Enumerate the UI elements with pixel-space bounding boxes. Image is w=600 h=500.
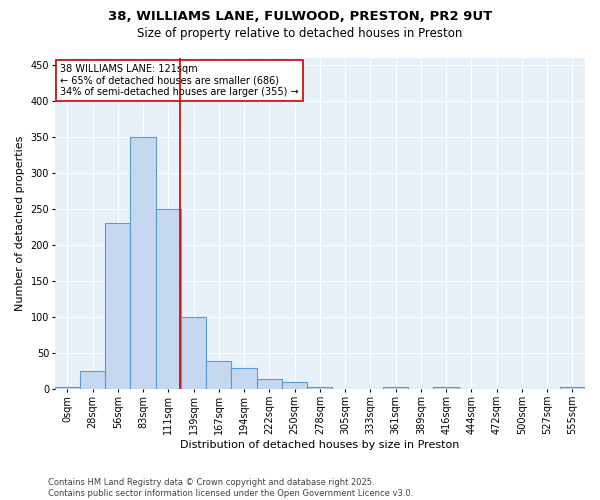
Y-axis label: Number of detached properties: Number of detached properties	[15, 136, 25, 311]
Bar	[433, 387, 459, 390]
Text: Size of property relative to detached houses in Preston: Size of property relative to detached ho…	[137, 28, 463, 40]
Bar	[130, 137, 156, 390]
Bar	[55, 387, 80, 390]
Bar	[257, 378, 282, 390]
Bar	[181, 317, 206, 390]
Bar	[307, 386, 332, 390]
Bar	[232, 368, 257, 390]
Bar	[156, 209, 181, 390]
X-axis label: Distribution of detached houses by size in Preston: Distribution of detached houses by size …	[180, 440, 460, 450]
Bar	[80, 372, 105, 390]
Bar	[206, 360, 232, 390]
Text: Contains HM Land Registry data © Crown copyright and database right 2025.
Contai: Contains HM Land Registry data © Crown c…	[48, 478, 413, 498]
Text: 38, WILLIAMS LANE, FULWOOD, PRESTON, PR2 9UT: 38, WILLIAMS LANE, FULWOOD, PRESTON, PR2…	[108, 10, 492, 23]
Bar	[105, 224, 130, 390]
Bar	[383, 387, 408, 390]
Bar	[560, 387, 585, 390]
Text: 38 WILLIAMS LANE: 121sqm
← 65% of detached houses are smaller (686)
34% of semi-: 38 WILLIAMS LANE: 121sqm ← 65% of detach…	[60, 64, 299, 98]
Bar	[282, 382, 307, 390]
